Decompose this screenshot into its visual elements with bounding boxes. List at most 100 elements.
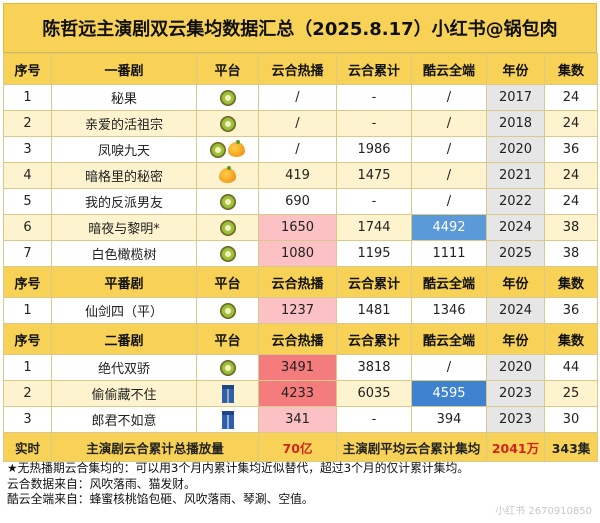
episodes: 36 — [544, 297, 598, 324]
column-header: 云合热播 — [258, 266, 337, 298]
table-row: 1 秘果 / -/2017 24 — [3, 84, 598, 111]
yunhe-cumulative: 1744 — [336, 214, 412, 241]
drama-name: 暗夜与黎明* — [51, 214, 197, 241]
kuyun-all: / — [411, 84, 487, 111]
iqiyi-kiwi-icon — [219, 245, 236, 262]
row-number: 2 — [3, 110, 52, 137]
row-number: 3 — [3, 406, 52, 433]
total-views-label: 主演剧云合累计总播放量 — [51, 432, 259, 462]
column-header: 集数 — [544, 53, 598, 85]
kuyun-all: / — [411, 110, 487, 137]
yunhe-cumulative: - — [336, 406, 412, 433]
drama-name: 郎君不如意 — [51, 406, 197, 433]
data-table-card: 陈哲远主演剧双云集均数据汇总（2025.8.17）小红书@锅包肉 序号 一番剧 平台… — [3, 3, 598, 462]
iqiyi-kiwi-icon — [219, 115, 236, 132]
iqiyi-kiwi-icon — [219, 302, 236, 319]
column-header: 酷云全端 — [411, 323, 487, 355]
iqiyi-kiwi-icon — [219, 219, 236, 236]
table-row: 4 暗格里的秘密 419 1475/2021 24 — [3, 162, 598, 189]
column-header: 云合累计 — [336, 323, 412, 355]
row-number: 6 — [3, 214, 52, 241]
drama-name: 亲爱的活祖宗 — [51, 110, 197, 137]
column-header: 酷云全端 — [411, 53, 487, 85]
yunhe-cumulative: - — [336, 110, 412, 137]
youku-pants-icon — [221, 384, 234, 403]
platform-icons — [196, 136, 259, 163]
platform-icons — [196, 380, 259, 407]
mango-tv-icon — [228, 139, 245, 157]
drama-name: 我的反派男友 — [51, 188, 197, 215]
drama-name: 白色橄榄树 — [51, 240, 197, 267]
drama-name: 秘果 — [51, 84, 197, 111]
yunhe-hot: / — [258, 136, 337, 163]
year: 2023 — [486, 380, 545, 407]
kuyun-all: 1346 — [411, 297, 487, 324]
table-row: 3 郎君不如意 341-394 2023 30 — [3, 406, 598, 433]
column-header: 云合热播 — [258, 323, 337, 355]
episodes: 24 — [544, 84, 598, 111]
footnote-3: 酷云全端来自：蜂蜜核桃馅包砸、风吹落雨、琴涮、空值。 — [7, 492, 314, 506]
platform-icons — [196, 240, 259, 267]
total-views-value: 70亿 — [258, 432, 337, 462]
column-header: 二番剧 — [51, 323, 197, 355]
episodes: 38 — [544, 214, 598, 241]
footnotes: ★无热播期云合集均的：可以用3个月内累计集均近似替代，超过3个月的仅计累计集均。… — [7, 461, 593, 508]
row-number: 4 — [3, 162, 52, 189]
iqiyi-kiwi-icon — [219, 359, 236, 376]
column-header: 酷云全端 — [411, 266, 487, 298]
episodes: 38 — [544, 240, 598, 267]
platform-icons — [196, 406, 259, 433]
table-row: 2 亲爱的活祖宗 / -/2018 24 — [3, 110, 598, 137]
column-header: 年份 — [486, 266, 545, 298]
kuyun-all: / — [411, 188, 487, 215]
year: 2024 — [486, 214, 545, 241]
yunhe-cumulative: 1195 — [336, 240, 412, 267]
kuyun-all: 394 — [411, 406, 487, 433]
drama-name: 偷偷藏不住 — [51, 380, 197, 407]
footnote-2: 云合数据来自：风吹落雨、猫发财。 — [7, 476, 196, 491]
summary-label: 实时 — [3, 432, 52, 462]
yunhe-cumulative: - — [336, 84, 412, 111]
yunhe-hot: 419 — [258, 162, 337, 189]
row-number: 7 — [3, 240, 52, 267]
yunhe-hot: 341 — [258, 406, 337, 433]
column-header: 平番剧 — [51, 266, 197, 298]
kuyun-all: / — [411, 162, 487, 189]
table-row: 6 暗夜与黎明* 1650 1744 4492 2024 38 — [3, 214, 598, 241]
drama-name: 仙剑四（平） — [51, 297, 197, 324]
kuyun-all: 1111 — [411, 240, 487, 267]
row-number: 3 — [3, 136, 52, 163]
yunhe-hot: 3491 — [258, 354, 337, 381]
episodes: 24 — [544, 162, 598, 189]
kuyun-all: 4492 — [411, 214, 487, 241]
platform-icons — [196, 84, 259, 111]
table-row: 2 偷偷藏不住 4233 6035 4595 2023 25 — [3, 380, 598, 407]
section3-header-row: 序号 二番剧 平台 云合热播 云合累计 酷云全端 年份 集数 — [3, 323, 598, 355]
column-header: 年份 — [486, 53, 545, 85]
row-number: 1 — [3, 297, 52, 324]
year: 2023 — [486, 406, 545, 433]
episodes: 30 — [544, 406, 598, 433]
platform-icons — [196, 297, 259, 324]
table-row: 5 我的反派男友 690-/2022 24 — [3, 188, 598, 215]
column-header: 平台 — [196, 266, 259, 298]
drama-name: 凤唳九天 — [51, 136, 197, 163]
column-header: 云合累计 — [336, 266, 412, 298]
kuyun-all: / — [411, 136, 487, 163]
table-row: 7 白色橄榄树 1080 1195 1111 2025 38 — [3, 240, 598, 267]
yunhe-hot: 1650 — [258, 214, 337, 241]
year: 2020 — [486, 136, 545, 163]
year: 2018 — [486, 110, 545, 137]
column-header: 云合热播 — [258, 53, 337, 85]
average-value: 2041万 — [486, 432, 545, 462]
column-header: 平台 — [196, 323, 259, 355]
yunhe-cumulative: 1475 — [336, 162, 412, 189]
platform-icons — [196, 188, 259, 215]
drama-name: 暗格里的秘密 — [51, 162, 197, 189]
column-header: 集数 — [544, 266, 598, 298]
page-title: 陈哲远主演剧双云集均数据汇总（2025.8.17）小红书@锅包肉 — [3, 3, 597, 53]
yunhe-hot: / — [258, 84, 337, 111]
row-number: 2 — [3, 380, 52, 407]
yunhe-hot: 1080 — [258, 240, 337, 267]
column-header: 一番剧 — [51, 53, 197, 85]
